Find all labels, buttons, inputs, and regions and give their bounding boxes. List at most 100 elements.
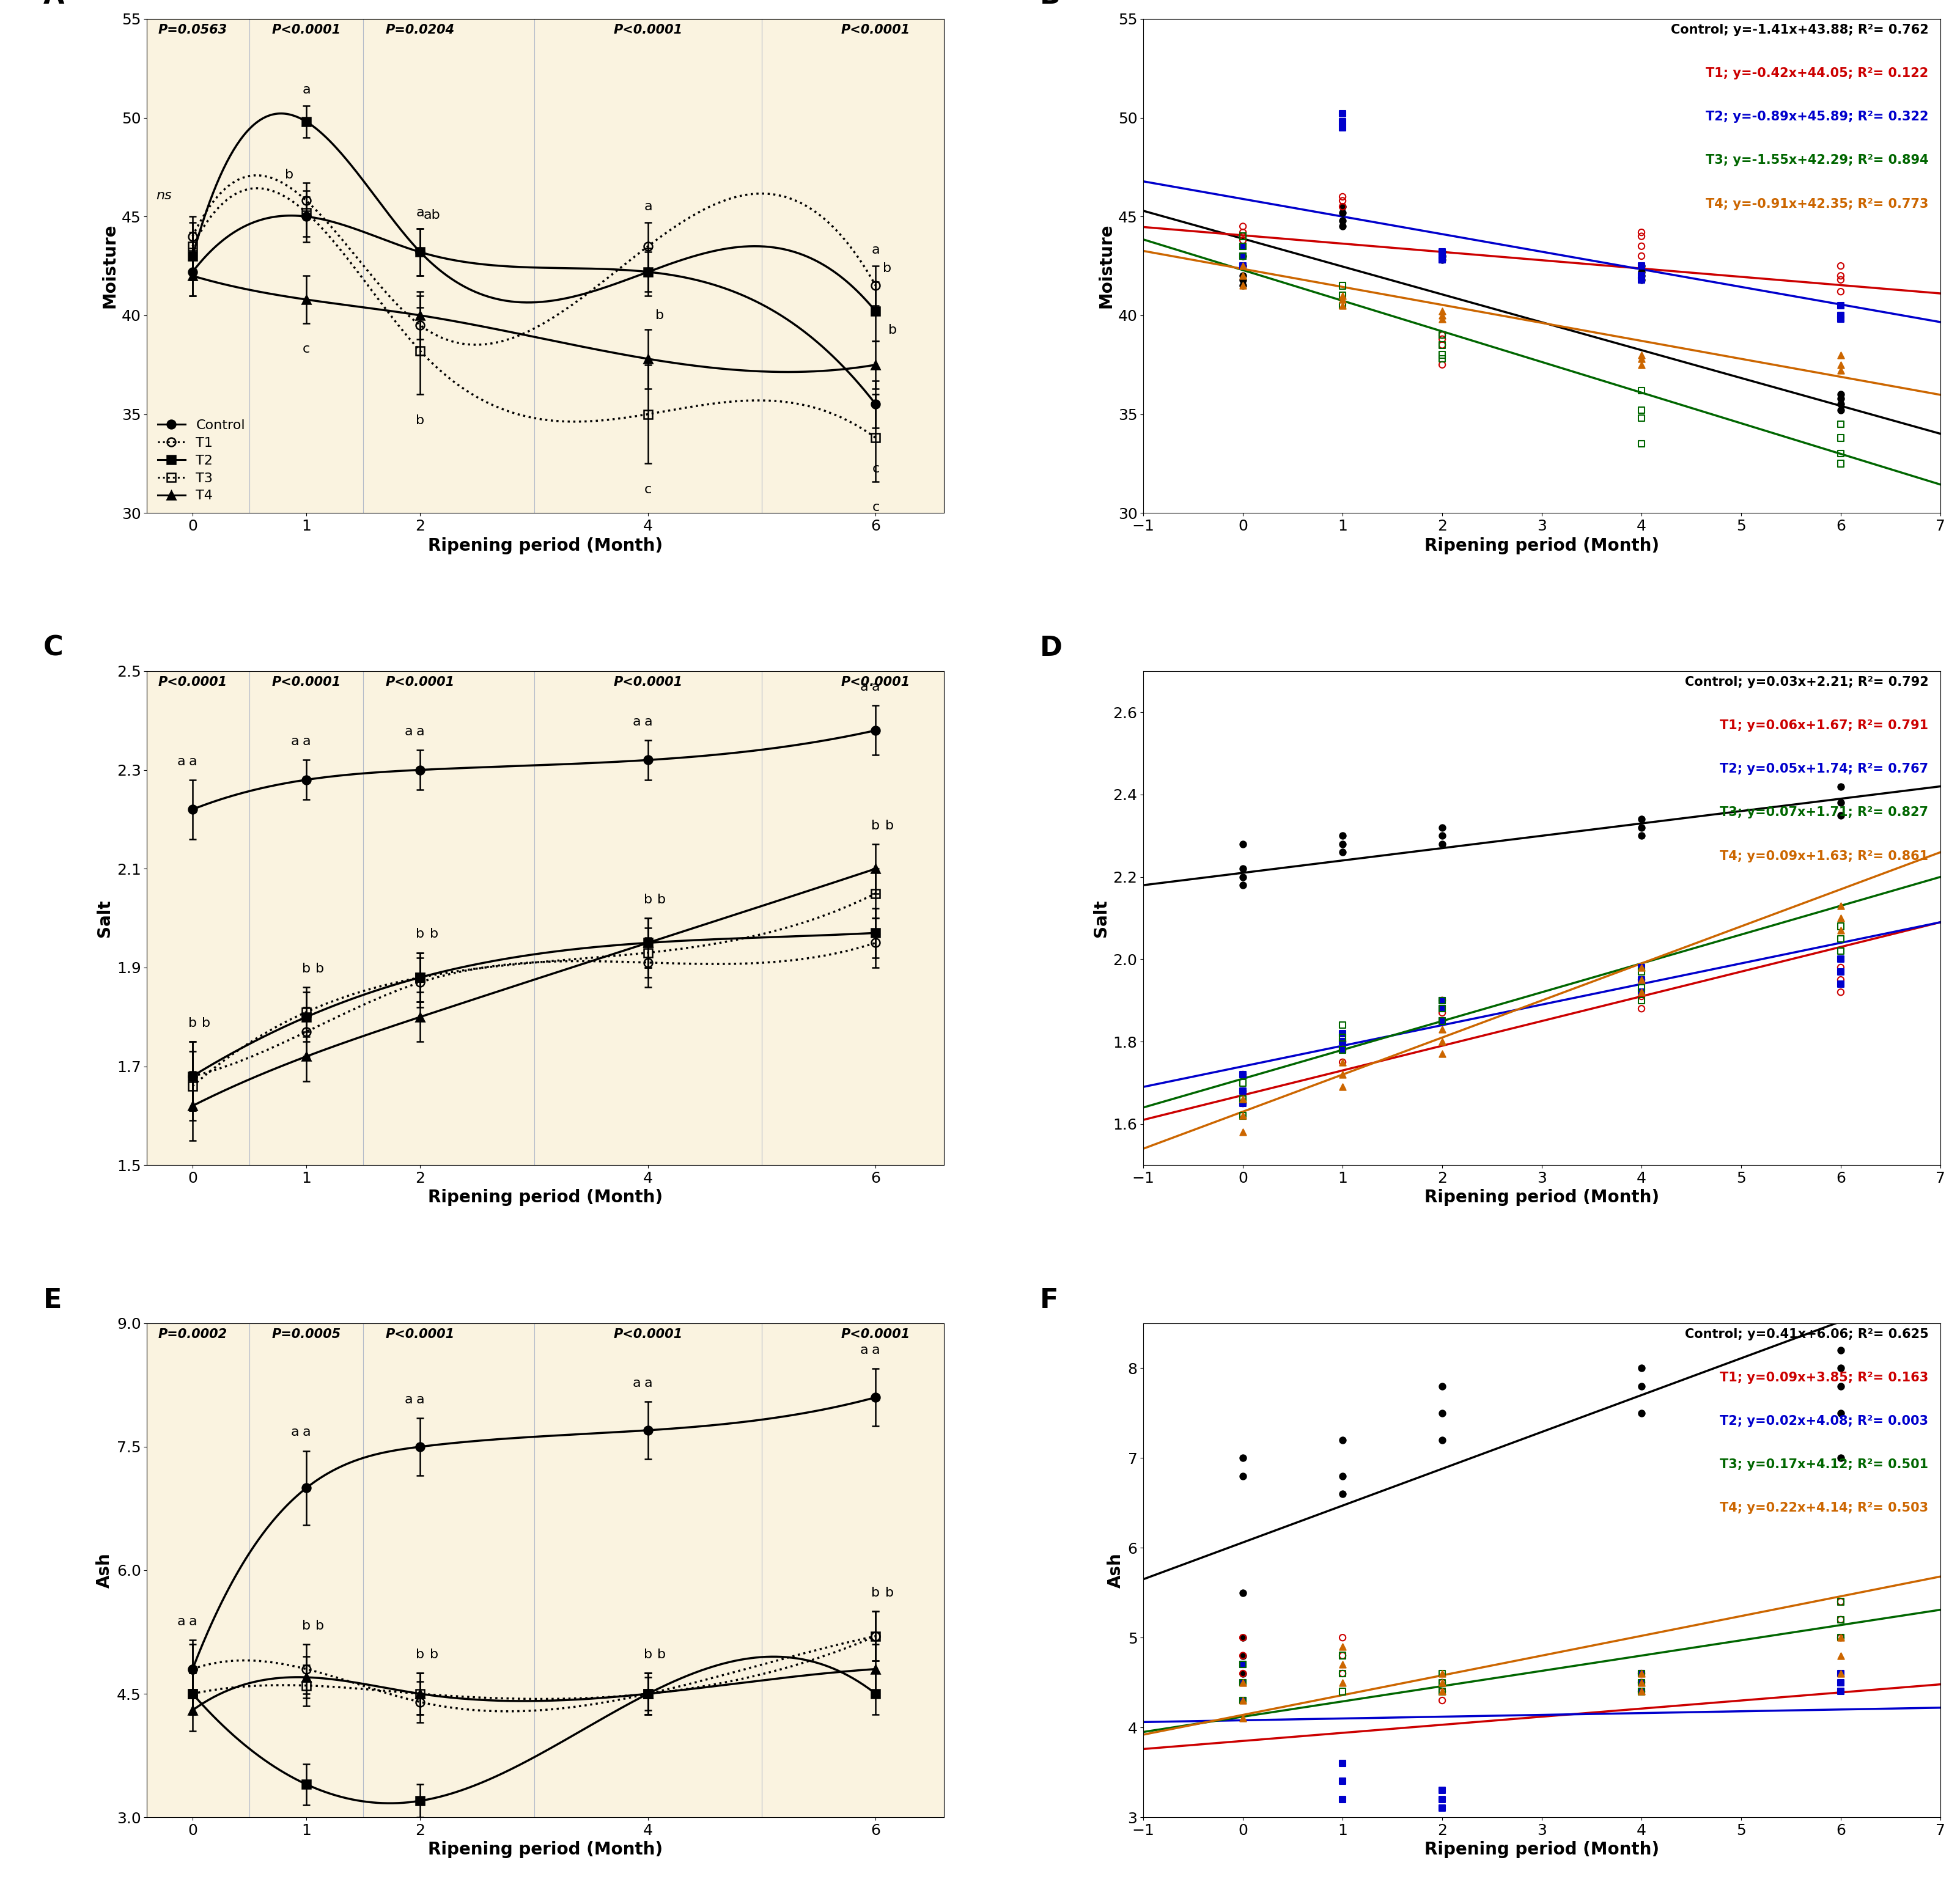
Text: b: b (872, 1586, 880, 1600)
Point (1427, 1015, 1458, 1045)
Text: b: b (886, 820, 894, 831)
Text: b: b (886, 1586, 894, 1600)
Point (1227, 1088, 1258, 1119)
Point (1627, 1677, 1658, 1707)
Point (1427, 1793, 1458, 1823)
Point (1427, 1785, 1458, 1815)
Point (1825, 935, 1856, 965)
Point (1825, 945, 1856, 975)
Text: c: c (872, 502, 880, 513)
Text: a: a (416, 206, 425, 218)
Point (1327, 197, 1358, 227)
Point (1825, 1622, 1856, 1653)
Point (1627, 994, 1658, 1024)
Y-axis label: Salt: Salt (96, 899, 114, 937)
Text: b: b (657, 1649, 666, 1660)
Point (1327, 106, 1358, 136)
Point (1427, 984, 1458, 1015)
Point (1627, 1668, 1658, 1698)
Text: b: b (284, 168, 294, 182)
Text: P=0.0563: P=0.0563 (159, 25, 227, 36)
Text: b: b (316, 1620, 325, 1632)
Point (1627, 221, 1658, 252)
Text: c: c (645, 483, 653, 496)
Text: a: a (633, 1376, 641, 1389)
Point (1627, 965, 1658, 996)
Point (1327, 112, 1358, 142)
Text: P=0.0002: P=0.0002 (159, 1329, 227, 1340)
Point (1427, 301, 1458, 331)
Point (1825, 261, 1856, 292)
Point (1227, 231, 1258, 261)
Point (1227, 1704, 1258, 1734)
Point (1327, 280, 1358, 310)
Point (1427, 1005, 1458, 1035)
Point (1627, 973, 1658, 1003)
Point (1825, 911, 1856, 941)
Point (1427, 998, 1458, 1028)
Text: a: a (416, 1393, 425, 1406)
Point (1825, 1371, 1856, 1401)
Point (1327, 1785, 1358, 1815)
Point (1327, 191, 1358, 221)
Text: b: b (416, 928, 425, 941)
Point (1627, 261, 1658, 292)
Text: b: b (429, 928, 439, 941)
Point (1825, 422, 1856, 452)
Point (1825, 339, 1856, 369)
Point (1327, 1658, 1358, 1689)
Point (1327, 1658, 1358, 1689)
Point (1627, 1677, 1658, 1707)
Text: T1; y=0.09x+3.85; R²= 0.163: T1; y=0.09x+3.85; R²= 0.163 (1719, 1372, 1929, 1384)
Point (1427, 1039, 1458, 1070)
Point (1825, 1658, 1856, 1689)
Text: b: b (657, 893, 666, 905)
Point (1327, 1035, 1358, 1066)
Point (1627, 231, 1658, 261)
Point (1327, 1035, 1358, 1066)
Point (1825, 956, 1856, 986)
Text: a: a (643, 1376, 653, 1389)
Point (1627, 403, 1658, 433)
Point (1627, 265, 1658, 295)
Point (1327, 837, 1358, 867)
Point (1327, 1766, 1358, 1796)
Point (1327, 1026, 1358, 1056)
Point (1327, 1641, 1358, 1672)
Point (1427, 1425, 1458, 1456)
Text: Control; y=0.03x+2.21; R²= 0.792: Control; y=0.03x+2.21; R²= 0.792 (1686, 676, 1929, 689)
Point (1825, 379, 1856, 409)
Point (1825, 952, 1856, 982)
Legend: Control, T1, T2, T3, T4: Control, T1, T2, T3, T4 (153, 415, 249, 505)
Point (1227, 1685, 1258, 1715)
Point (1227, 265, 1258, 295)
Text: b: b (429, 1649, 439, 1660)
Point (1825, 916, 1856, 946)
Point (1627, 956, 1658, 986)
Point (1227, 271, 1258, 301)
Point (1427, 1677, 1458, 1707)
Text: a: a (860, 1344, 868, 1355)
Point (1427, 244, 1458, 274)
Text: b: b (643, 893, 653, 905)
Point (1627, 339, 1658, 369)
Point (1327, 290, 1358, 320)
Point (1825, 977, 1856, 1007)
Point (1327, 1478, 1358, 1509)
Point (1327, 1060, 1358, 1090)
Point (1327, 1649, 1358, 1679)
Point (1627, 981, 1658, 1011)
Point (1227, 1068, 1258, 1098)
Point (1825, 924, 1856, 954)
Point (1227, 1085, 1258, 1115)
Point (1825, 1586, 1856, 1617)
Text: P<0.0001: P<0.0001 (841, 25, 909, 36)
Point (1227, 854, 1258, 884)
Point (1327, 1668, 1358, 1698)
Point (1627, 265, 1658, 295)
Point (1825, 396, 1856, 426)
Text: P<0.0001: P<0.0001 (386, 1329, 455, 1340)
Point (1627, 1668, 1658, 1698)
Point (1427, 1668, 1458, 1698)
Point (1427, 1005, 1458, 1035)
